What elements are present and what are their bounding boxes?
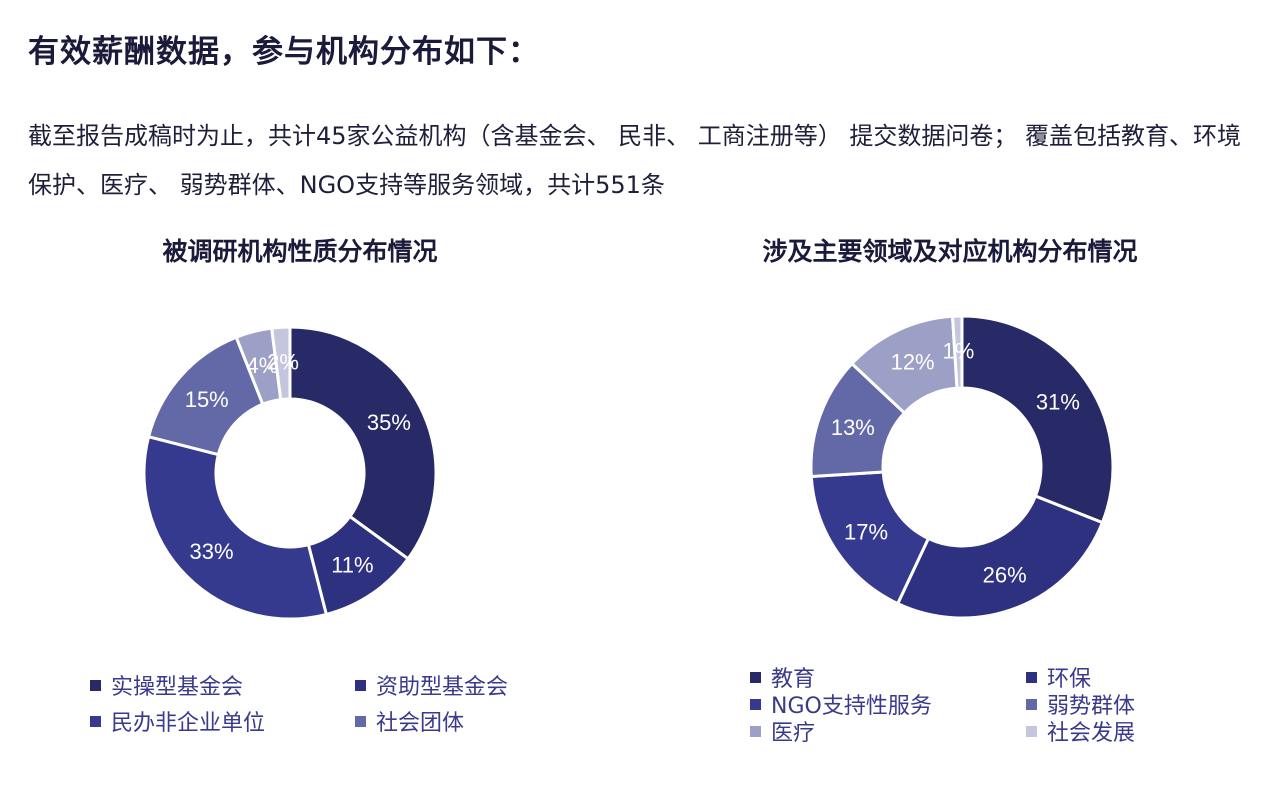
legend-label: 实操型基金会 (111, 675, 244, 700)
donut-slice-field-1 (960, 314, 1115, 525)
slice-label-org-6: 2% (267, 350, 299, 375)
slice-label-field-3: 17% (844, 520, 888, 545)
legend-item-field-5: 医疗 (750, 715, 815, 747)
legend-label: 医疗 (771, 721, 816, 746)
legend-label: 社会发展 (1047, 721, 1136, 746)
slice-label-org-5: 4% (246, 353, 278, 378)
donut-chart-org: 35% 11% 33% 15% 4%2% (142, 325, 438, 621)
legend-swatch (90, 679, 101, 691)
donut-slice-org-6 (270, 325, 292, 402)
legend-swatch (750, 725, 761, 737)
legend-item-org-1: 实操型基金会 (90, 669, 243, 701)
legend-swatch (355, 679, 366, 691)
legend-item-field-3: NGO支持性服务 (750, 688, 932, 720)
donut-chart-field: 31% 26% 17% 13% 12% 1% (809, 314, 1115, 620)
legend-swatch (750, 698, 761, 710)
legend-item-org-2: 资助型基金会 (355, 669, 508, 701)
legend-swatch (1026, 725, 1037, 737)
slice-label-field-1: 31% (1036, 389, 1080, 414)
legend-item-field-4: 弱势群体 (1026, 688, 1135, 720)
slice-label-org-1: 35% (367, 410, 411, 435)
legend-item-field-6: 社会发展 (1026, 715, 1135, 747)
chart-title-service-fields: 涉及主要领域及对应机构分布情况 (762, 237, 1138, 266)
legend-swatch (1026, 671, 1037, 683)
legend-item-org-3: 民办非企业单位 (90, 705, 265, 737)
slice-label-org-3: 33% (189, 539, 233, 564)
intro-paragraph: 截至报告成稿时为止，共计45家公益机构（含基金会、 民非、 工商注册等） 提交数… (28, 122, 1242, 199)
legend-label: 民办非企业单位 (111, 711, 266, 736)
legend-swatch (355, 715, 366, 727)
legend-label: 社会团体 (376, 711, 465, 736)
legend-swatch (90, 715, 101, 727)
slice-label-field-5: 12% (891, 350, 935, 375)
donut-slice-org-3 (142, 434, 329, 621)
donut-slice-org-1 (288, 325, 438, 561)
donut-slice-field-6 (950, 314, 964, 390)
legend-item-field-2: 环保 (1026, 661, 1091, 693)
slice-label-field-4: 13% (831, 415, 875, 440)
legend-label: 环保 (1047, 667, 1092, 692)
page-title: 有效薪酬数据，参与机构分布如下： (28, 34, 540, 70)
donut-slice-field-2 (895, 494, 1105, 620)
slice-label-org-4: 15% (185, 387, 229, 412)
legend-item-org-4: 社会团体 (355, 705, 464, 737)
legend-label: 弱势群体 (1047, 694, 1136, 719)
legend-label: 教育 (771, 667, 816, 692)
legend-label: NGO支持性服务 (771, 694, 932, 719)
slice-label-field-6: 1% (942, 339, 974, 364)
legend-swatch (750, 671, 761, 683)
chart-title-organization-type: 被调研机构性质分布情况 (162, 237, 438, 266)
legend-swatch (1026, 698, 1037, 710)
legend-item-field-1: 教育 (750, 661, 815, 693)
legend-label: 资助型基金会 (376, 675, 509, 700)
slice-label-org-2: 11% (331, 552, 373, 577)
slice-label-field-2: 26% (983, 562, 1027, 587)
